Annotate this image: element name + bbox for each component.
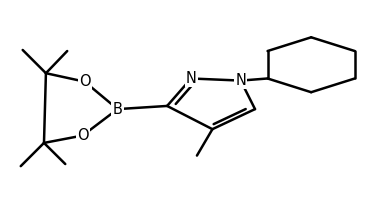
Text: N: N — [235, 73, 246, 88]
Text: B: B — [113, 102, 122, 117]
Text: O: O — [77, 128, 89, 143]
Text: N: N — [186, 71, 197, 86]
Text: O: O — [79, 74, 90, 89]
